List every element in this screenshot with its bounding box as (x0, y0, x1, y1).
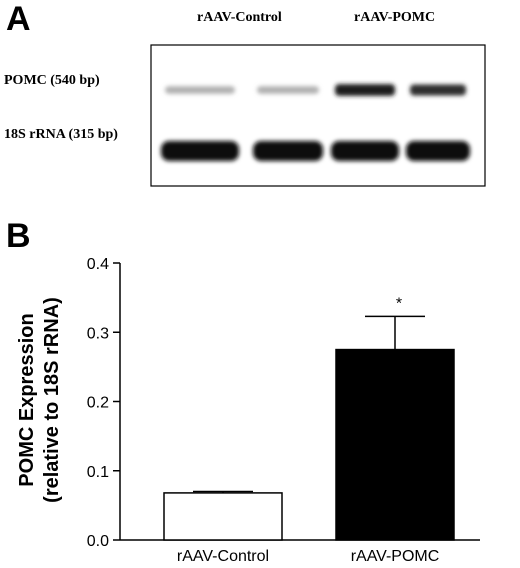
blot-band-rrna (161, 141, 239, 161)
y-axis-label-line2: (relative to 18S rRNA) (41, 297, 63, 503)
y-tick-label: 0.3 (87, 325, 109, 342)
significance-asterisk: * (396, 295, 402, 312)
blot-band-pomc (410, 84, 466, 96)
blot-frame (150, 44, 486, 187)
blot-group-label-control: rAAV-Control (197, 10, 282, 25)
blot-band-rrna (253, 141, 323, 161)
y-tick-label: 0.1 (87, 464, 109, 481)
x-tick-label: rAAV-POMC (351, 548, 440, 565)
y-axis-label-line1: POMC Expression (16, 313, 38, 486)
bar-pomc (335, 348, 455, 541)
blot-band-pomc (257, 86, 319, 94)
blot-row-label-rrna: 18S rRNA (315 bp) (4, 127, 118, 142)
blot-group-label-pomc: rAAV-POMC (354, 10, 436, 25)
blot-band-pomc (335, 84, 395, 96)
panel-a-letter: A (6, 0, 31, 38)
y-tick-label: 0.0 (87, 533, 109, 550)
western-blot-image (150, 44, 486, 187)
y-tick-label: 0.2 (87, 395, 109, 412)
x-tick-label: rAAV-Control (177, 548, 269, 565)
blot-band-pomc (165, 86, 235, 94)
blot-band-rrna (406, 141, 470, 161)
panel-b-letter: B (6, 217, 31, 255)
blot-row-label-pomc: POMC (540 bp) (4, 73, 100, 88)
y-tick-label: 0.4 (87, 256, 109, 273)
blot-band-rrna (331, 141, 399, 161)
bar-control (163, 492, 283, 541)
